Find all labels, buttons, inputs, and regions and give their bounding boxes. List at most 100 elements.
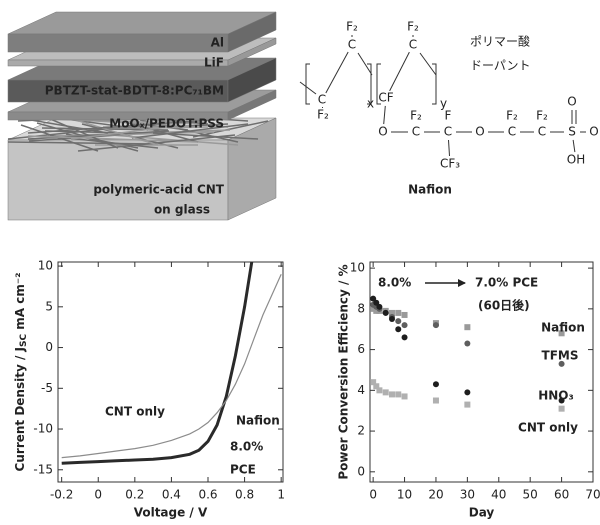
point [433, 381, 439, 387]
subscript: x [367, 97, 374, 111]
lif-layer-front [8, 60, 228, 66]
atom-label: F₂ [410, 109, 422, 123]
atom-label: CF [378, 91, 393, 105]
legend-label: CNT only [518, 421, 578, 435]
y-tick-label: 10 [38, 259, 53, 273]
y-tick-label: -5 [41, 381, 53, 395]
y-tick-label: 0 [45, 340, 53, 354]
y-tick-label: 8 [357, 301, 365, 315]
atom-label: C [444, 125, 452, 139]
point [395, 318, 401, 324]
point [464, 402, 470, 408]
caption: ポリマー酸 [470, 34, 530, 49]
legend-label: Nafion [541, 321, 585, 335]
plot-frame [370, 262, 593, 482]
annotation: PCE [230, 463, 256, 477]
atom-label: C [508, 125, 516, 139]
annotation: Nafion [236, 414, 280, 428]
x-tick-label: 0.4 [162, 488, 181, 502]
x-tick-label: 10 [397, 488, 412, 502]
legend-label: TFMS [542, 349, 579, 363]
x-tick-label: 0.2 [125, 488, 144, 502]
point [559, 406, 565, 412]
x-tick-label: 0 [94, 488, 102, 502]
series-line [62, 274, 282, 457]
x-tick-label: 1 [277, 488, 285, 502]
figure: AlLiFPBTZT-stat-BDTT-8:PC₇₁BMMoOₓ/PEDOT:… [0, 0, 600, 525]
x-tick-label: 30 [460, 488, 475, 502]
point [395, 310, 401, 316]
atom-label: C [538, 125, 546, 139]
x-tick-label: 0 [369, 488, 377, 502]
annotation: 8.0% [378, 276, 411, 290]
y-tick-label: 10 [350, 261, 365, 275]
y-tick-label: -15 [33, 462, 53, 476]
layer-label: MoOₓ/PEDOT:PSS [109, 117, 224, 131]
point [433, 398, 439, 404]
y-tick-label: 0 [357, 464, 365, 478]
annotation: 7.0% PCE [475, 276, 538, 290]
point [433, 322, 439, 328]
y-axis-label: Current Density / JSC mA cm⁻² [13, 273, 29, 472]
atom-label: O [589, 125, 598, 139]
x-axis-label: Voltage / V [134, 506, 208, 520]
atom-label: S [568, 125, 576, 139]
bracket [306, 64, 310, 104]
compound-name: Nafion [408, 183, 452, 197]
atom-label: C [318, 93, 326, 107]
bond [384, 106, 386, 124]
bond [573, 140, 575, 152]
atom-label: F₂ [536, 109, 548, 123]
y-axis-label: Power Conversion Efficiency / % [337, 264, 351, 479]
atom-label: O [378, 125, 387, 139]
atom-label: F [445, 109, 452, 123]
y-axis-label-part: SC [19, 334, 29, 347]
al-layer-front [8, 34, 228, 52]
x-tick-label: 70 [585, 488, 600, 502]
point [383, 310, 389, 316]
caption: ドーパント [470, 59, 530, 73]
annotation: 8.0% [230, 440, 263, 454]
point [464, 324, 470, 330]
point [402, 334, 408, 340]
atom-label: F₂ [407, 20, 419, 34]
x-tick-label: 50 [523, 488, 538, 502]
y-tick-label: 5 [45, 299, 53, 313]
point [464, 389, 470, 395]
atom-label: F₂ [506, 109, 518, 123]
point [376, 387, 382, 393]
point [376, 304, 382, 310]
annotation: (60日後) [478, 298, 530, 313]
point [389, 316, 395, 322]
atom-label: F₂ [346, 20, 358, 34]
x-tick-label: -0.2 [50, 488, 73, 502]
series-line [62, 250, 254, 463]
bond [390, 52, 410, 91]
x-tick-label: 20 [428, 488, 443, 502]
point [395, 391, 401, 397]
substrate-label: on glass [154, 203, 210, 217]
atom-label: C [412, 125, 420, 139]
x-axis-label: Day [469, 506, 495, 520]
arrow-head [458, 279, 466, 287]
atom-label: CF₃ [440, 157, 460, 171]
x-tick-label: 0.8 [235, 488, 254, 502]
point [402, 322, 408, 328]
atom-label: O [475, 125, 484, 139]
layer-label: PBTZT-stat-BDTT-8:PC₇₁BM [45, 84, 224, 98]
atom-label: C [409, 38, 417, 52]
y-tick-label: 4 [357, 383, 365, 397]
point [383, 389, 389, 395]
point [464, 340, 470, 346]
layer-label: Al [211, 36, 224, 50]
bond [448, 140, 449, 156]
atom-label: OH [567, 153, 585, 167]
y-tick-label: 2 [357, 424, 365, 438]
x-tick-label: 60 [554, 488, 569, 502]
point [402, 393, 408, 399]
atom-label: F₂ [317, 108, 329, 122]
atom-label: C [348, 38, 356, 52]
bond [300, 82, 316, 94]
x-tick-label: 0.6 [198, 488, 217, 502]
y-axis-label-part: Current Density / J [13, 347, 27, 471]
